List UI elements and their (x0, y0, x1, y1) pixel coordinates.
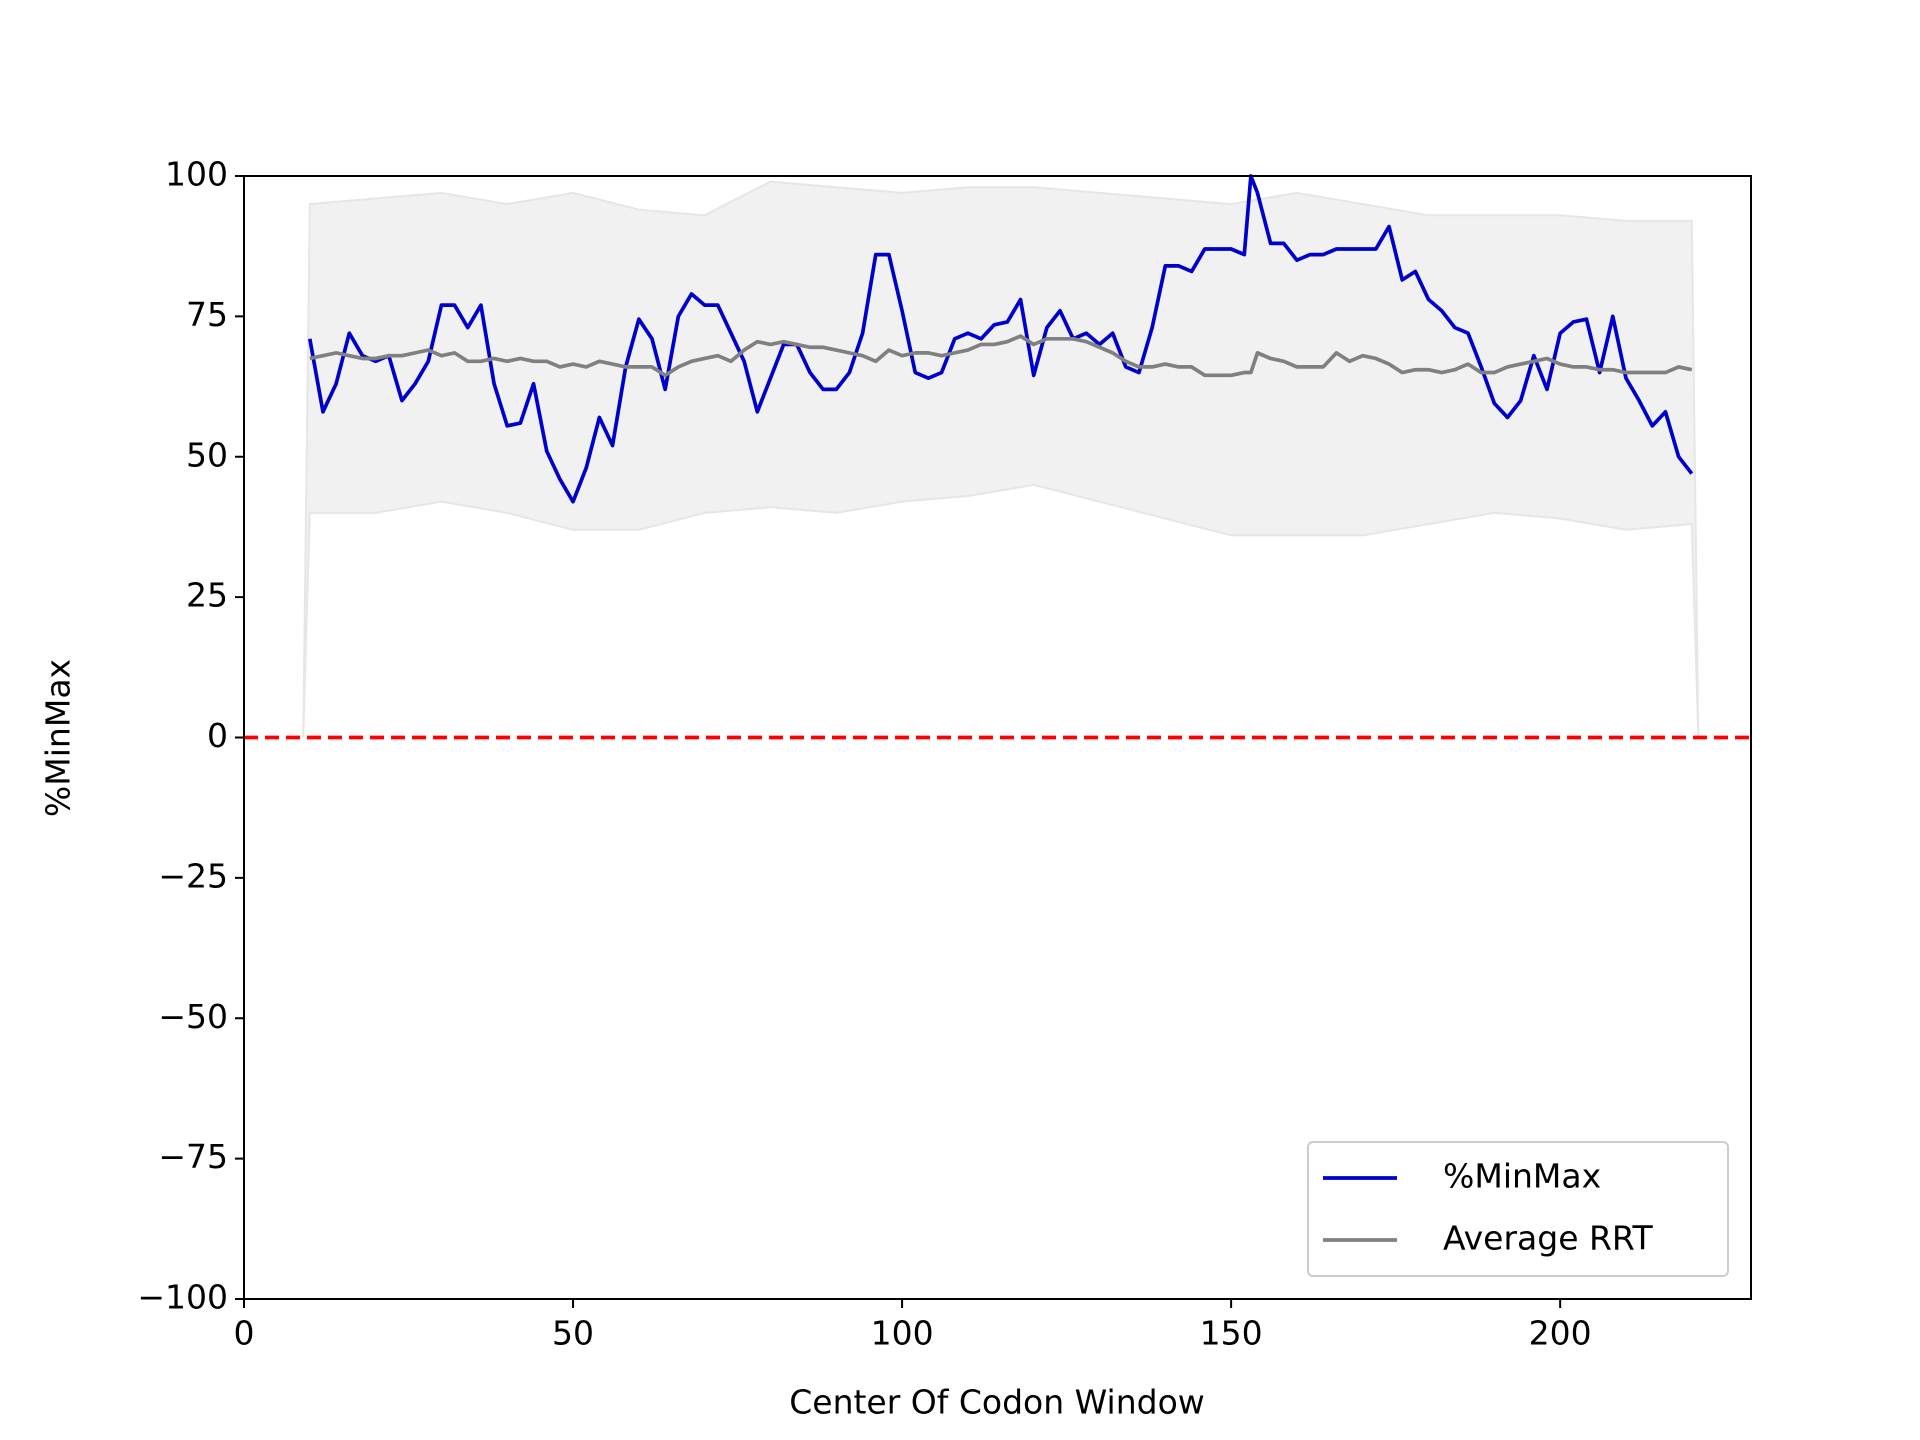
y-tick-label: −100 (137, 1278, 228, 1317)
x-tick-label: 200 (1529, 1314, 1592, 1353)
y-tick-label: 50 (186, 435, 228, 474)
y-tick-label: 100 (165, 155, 228, 194)
y-tick-label: 0 (207, 716, 228, 755)
y-tick-label: 25 (186, 576, 228, 615)
legend-label: %MinMax (1443, 1157, 1601, 1196)
data-line (309, 334, 1693, 378)
x-axis-label: Center Of Codon Window (789, 1383, 1205, 1422)
y-tick-label: −25 (158, 856, 228, 895)
y-tick-label: −50 (158, 997, 228, 1036)
x-tick-label: 150 (1200, 1314, 1263, 1353)
y-tick-label: 75 (186, 295, 228, 334)
range-band (302, 180, 1700, 738)
x-tick-label: 50 (552, 1314, 594, 1353)
data-line (307, 174, 1694, 504)
y-axis-label: %MinMax (39, 659, 78, 817)
y-tick-label: −75 (158, 1137, 228, 1176)
x-tick-label: 100 (871, 1314, 934, 1353)
legend: %MinMax Average RRT (1307, 1141, 1729, 1277)
legend-box (1307, 1141, 1729, 1277)
legend-label: Average RRT (1443, 1219, 1653, 1258)
x-tick-label: 0 (234, 1314, 255, 1353)
